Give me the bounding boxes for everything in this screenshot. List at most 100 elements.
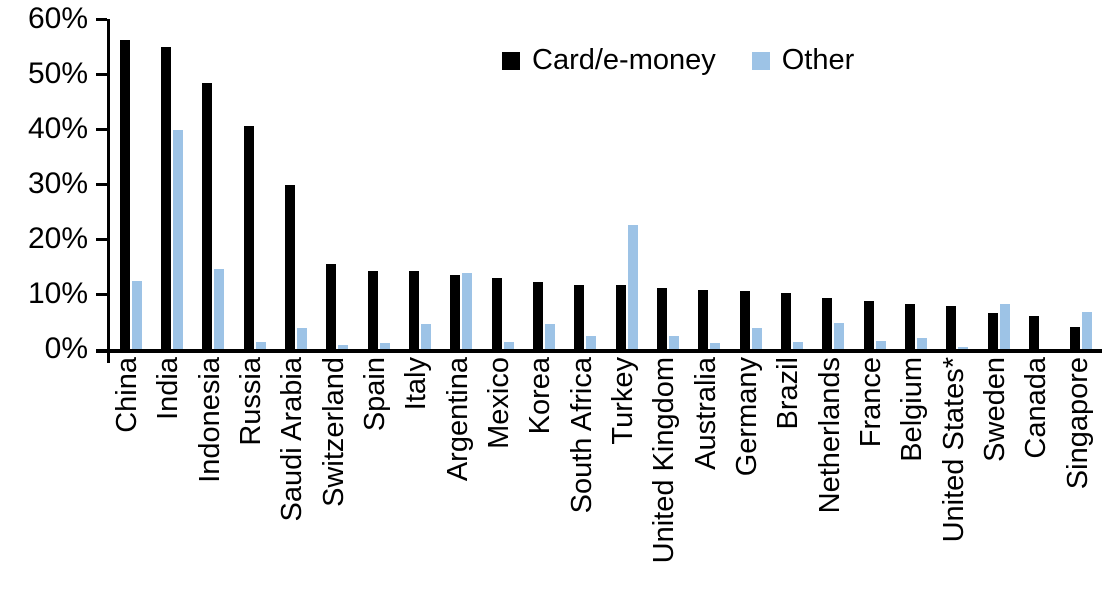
y-tick-60 bbox=[96, 18, 107, 21]
bar-group-china bbox=[110, 19, 151, 349]
bar-other-united-states bbox=[958, 347, 969, 349]
x-axis-label-sweden: Sweden bbox=[979, 357, 1012, 462]
x-axis-label-united-states: United States* bbox=[937, 357, 970, 543]
x-axis-label-col-mexico: Mexico bbox=[479, 357, 520, 594]
bar-card-e-money-russia bbox=[243, 126, 254, 349]
y-axis-label-30: 30% bbox=[27, 167, 88, 200]
y-tick-20 bbox=[96, 238, 107, 241]
bar-card-e-money-belgium bbox=[904, 303, 915, 349]
x-axis-label-col-saudi-arabia: Saudi Arabia bbox=[272, 357, 313, 594]
x-axis-label-col-russia: Russia bbox=[231, 357, 272, 594]
bar-group-canada bbox=[1019, 19, 1060, 349]
bar-card-e-money-united-states bbox=[946, 306, 957, 349]
bar-card-e-money-switzerland bbox=[326, 263, 337, 349]
bar-group-argentina bbox=[441, 19, 482, 349]
bar-group-korea bbox=[523, 19, 564, 349]
bar-card-e-money-france bbox=[863, 301, 874, 349]
legend-swatch-card-e-money bbox=[502, 51, 520, 70]
bar-other-belgium bbox=[916, 338, 927, 349]
x-axis-label-united-kingdom: United Kingdom bbox=[648, 357, 681, 564]
x-axis-label-col-united-states: United States* bbox=[934, 357, 975, 594]
legend-item-other: Other bbox=[751, 44, 855, 77]
bar-card-e-money-netherlands bbox=[822, 298, 833, 349]
bar-other-singapore bbox=[1082, 311, 1093, 349]
x-axis-label-netherlands: Netherlands bbox=[813, 357, 846, 514]
x-axis-label-col-south-africa: South Africa bbox=[562, 357, 603, 594]
x-axis-label-south-africa: South Africa bbox=[565, 357, 598, 514]
y-axis-label-60: 60% bbox=[27, 2, 88, 35]
legend: Card/e-money Other bbox=[502, 44, 854, 77]
bar-group-italy bbox=[399, 19, 440, 349]
bar-other-sweden bbox=[999, 303, 1010, 349]
x-axis-label-spain: Spain bbox=[359, 357, 392, 432]
bar-group-indonesia bbox=[193, 19, 234, 349]
bar-card-e-money-australia bbox=[698, 289, 709, 349]
x-axis-label-mexico: Mexico bbox=[483, 357, 516, 449]
y-axis-label-0: 0% bbox=[44, 332, 88, 365]
bar-other-france bbox=[875, 340, 886, 349]
bar-other-netherlands bbox=[834, 322, 845, 349]
legend-label-card-e-money: Card/e-money bbox=[532, 44, 716, 76]
x-axis-label-china: China bbox=[111, 357, 144, 433]
bar-group-belgium bbox=[895, 19, 936, 349]
bar-card-e-money-brazil bbox=[780, 293, 791, 349]
y-axis-label-40: 40% bbox=[27, 112, 88, 145]
x-axis-label-argentina: Argentina bbox=[441, 357, 474, 482]
bar-card-e-money-italy bbox=[408, 271, 419, 349]
bar-card-e-money-indonesia bbox=[202, 83, 213, 349]
x-axis-label-col-germany: Germany bbox=[727, 357, 768, 594]
x-axis-label-col-canada: Canada bbox=[1016, 357, 1057, 594]
legend-swatch-other bbox=[751, 51, 770, 70]
plot-area bbox=[96, 18, 1102, 363]
bar-group-singapore bbox=[1061, 19, 1102, 349]
bar-other-turkey bbox=[627, 224, 638, 349]
bar-group-netherlands bbox=[813, 19, 854, 349]
x-axis-label-col-sweden: Sweden bbox=[975, 357, 1016, 594]
x-axis-label-switzerland: Switzerland bbox=[317, 357, 350, 507]
bar-group-south-africa bbox=[565, 19, 606, 349]
x-axis-label-col-china: China bbox=[107, 357, 148, 594]
x-axis-label-germany: Germany bbox=[731, 357, 764, 477]
bar-card-e-money-south-africa bbox=[574, 284, 585, 349]
x-axis-label-col-argentina: Argentina bbox=[438, 357, 479, 594]
bar-other-united-kingdom bbox=[668, 335, 679, 349]
bar-group-sweden bbox=[978, 19, 1019, 349]
x-axis-label-russia: Russia bbox=[235, 357, 268, 446]
bars-layer bbox=[110, 19, 1102, 349]
bar-other-brazil bbox=[792, 341, 803, 349]
bar-other-spain bbox=[379, 342, 390, 349]
bar-card-e-money-turkey bbox=[615, 285, 626, 349]
bar-group-turkey bbox=[606, 19, 647, 349]
bar-group-united-kingdom bbox=[647, 19, 688, 349]
y-tick-0 bbox=[96, 349, 107, 353]
y-axis-labels: 0% 10% 20% 30% 40% 50% 60% bbox=[0, 2, 88, 365]
x-axis-label-col-spain: Spain bbox=[355, 357, 396, 594]
x-axis-label-singapore: Singapore bbox=[1061, 357, 1094, 490]
legend-label-other: Other bbox=[781, 44, 855, 76]
x-axis-label-belgium: Belgium bbox=[896, 357, 929, 462]
x-axis-label-col-italy: Italy bbox=[396, 357, 437, 594]
bar-card-e-money-singapore bbox=[1070, 327, 1081, 349]
x-axis-label-india: India bbox=[152, 357, 185, 420]
y-tick-10 bbox=[96, 293, 107, 296]
bar-group-india bbox=[151, 19, 192, 349]
x-axis-label-col-france: France bbox=[851, 357, 892, 594]
y-tick-30 bbox=[96, 183, 107, 186]
x-axis-label-turkey: Turkey bbox=[607, 357, 640, 445]
bar-card-e-money-spain bbox=[367, 271, 378, 349]
x-axis-label-canada: Canada bbox=[1020, 357, 1053, 459]
bar-group-saudi-arabia bbox=[275, 19, 316, 349]
bar-card-e-money-saudi-arabia bbox=[284, 185, 295, 349]
y-tick-50 bbox=[96, 73, 107, 76]
bar-card-e-money-argentina bbox=[450, 275, 461, 349]
x-axis-label-korea: Korea bbox=[524, 357, 557, 435]
x-axis-labels: China India Indonesia Russia Saudi Arabia Swi… bbox=[107, 357, 1099, 594]
bar-other-indonesia bbox=[214, 268, 225, 349]
bar-other-australia bbox=[710, 342, 721, 349]
bar-other-russia bbox=[255, 342, 266, 349]
bar-other-argentina bbox=[462, 272, 473, 349]
bar-card-e-money-canada bbox=[1028, 316, 1039, 349]
bar-card-e-money-korea bbox=[532, 281, 543, 349]
bar-card-e-money-china bbox=[119, 39, 130, 349]
